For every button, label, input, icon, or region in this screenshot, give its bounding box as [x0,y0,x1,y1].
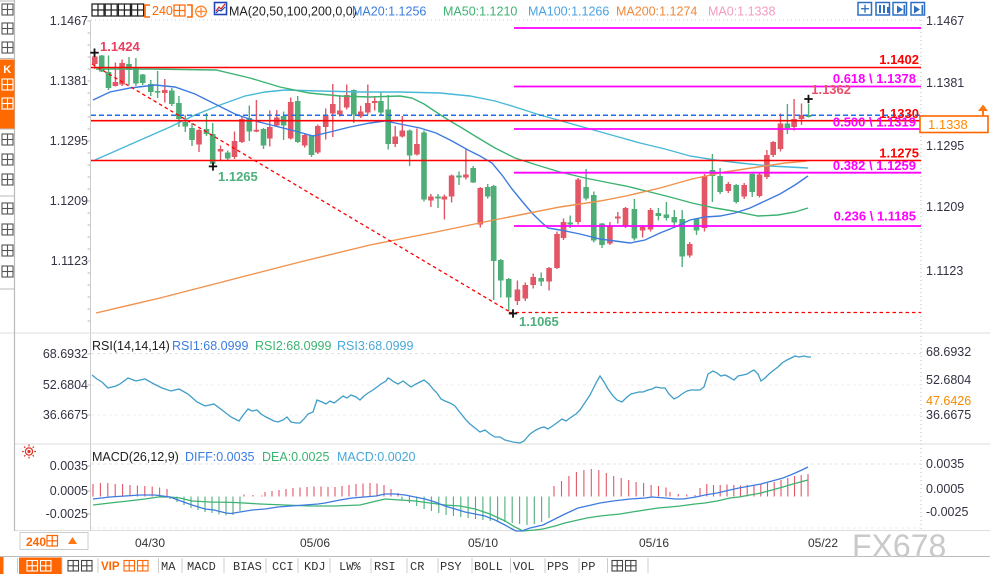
svg-text:-0.0025: -0.0025 [46,507,88,521]
svg-text:240: 240 [152,4,173,18]
svg-text:0.618 \ 1.1378: 0.618 \ 1.1378 [833,71,916,86]
svg-text:VOL: VOL [513,560,535,574]
svg-text:1.1295: 1.1295 [926,139,964,153]
svg-text:RSI1:68.0999: RSI1:68.0999 [172,339,248,353]
svg-text:LW%: LW% [339,560,361,574]
svg-text:MA100:1.1266: MA100:1.1266 [528,5,609,19]
svg-text:PP: PP [581,560,595,574]
svg-text:1.1265: 1.1265 [218,169,258,184]
svg-text:MA20:1.1256: MA20:1.1256 [352,5,426,19]
svg-text:1.1381: 1.1381 [926,76,964,90]
svg-text:DEA:0.0025: DEA:0.0025 [262,450,329,464]
svg-text:MA: MA [161,560,176,574]
svg-text:0.382 \ 1.1259: 0.382 \ 1.1259 [833,158,916,173]
svg-text:68.6932: 68.6932 [926,345,971,359]
svg-text:1.1209: 1.1209 [50,194,88,208]
svg-text:-0.0025: -0.0025 [926,505,968,519]
svg-text:1.1065: 1.1065 [519,314,559,329]
svg-text:05/22: 05/22 [808,536,838,550]
svg-text:1.1330: 1.1330 [879,106,919,121]
svg-text:RSI: RSI [374,560,396,574]
svg-text:1.1467: 1.1467 [50,14,88,28]
svg-text:KDJ: KDJ [304,560,326,574]
svg-text:1.1467: 1.1467 [926,14,964,28]
svg-text:MA0:1.1338: MA0:1.1338 [708,5,775,19]
svg-text:1.1209: 1.1209 [926,200,964,214]
svg-text:0.0005: 0.0005 [50,484,88,498]
svg-text:VIP: VIP [101,561,120,573]
svg-text:RSI(14,14,14): RSI(14,14,14) [92,339,170,353]
svg-text:RSI2:68.0999: RSI2:68.0999 [255,339,331,353]
svg-text:0.0035: 0.0035 [50,459,88,473]
svg-text:36.6675: 36.6675 [926,408,971,422]
svg-text:05/10: 05/10 [468,536,498,550]
svg-text:1.1338: 1.1338 [928,117,968,132]
svg-text:1.1295: 1.1295 [50,134,88,148]
svg-text:0.236 \ 1.1185: 0.236 \ 1.1185 [834,209,916,224]
svg-text:52.6804: 52.6804 [43,378,88,392]
svg-text:MACD:0.0020: MACD:0.0020 [337,450,416,464]
svg-text:CR: CR [410,560,424,574]
svg-text:MA50:1.1210: MA50:1.1210 [443,5,517,19]
svg-text:BOLL: BOLL [474,560,503,574]
svg-text:PSY: PSY [440,560,462,574]
svg-text:05/06: 05/06 [300,536,330,550]
svg-text:04/30: 04/30 [135,536,165,550]
svg-text:DIFF:0.0035: DIFF:0.0035 [185,450,255,464]
svg-text:CCI: CCI [272,560,294,574]
svg-text:MACD(26,12,9): MACD(26,12,9) [92,450,179,464]
svg-text:1.1381: 1.1381 [50,74,88,88]
svg-text:1.1402: 1.1402 [879,52,919,67]
svg-text:PPS: PPS [547,560,569,574]
svg-text:0.0005: 0.0005 [926,482,964,496]
svg-text:1.1275: 1.1275 [879,146,919,161]
svg-text:MACD: MACD [187,560,216,574]
svg-text:1.1123: 1.1123 [926,264,963,278]
svg-text:MA200:1.1274: MA200:1.1274 [616,5,697,19]
svg-text:47.6426: 47.6426 [926,394,971,408]
svg-text:MA(20,50,100,200,0,0): MA(20,50,100,200,0,0) [229,5,357,19]
svg-text:52.6804: 52.6804 [926,373,971,387]
svg-text:0.0035: 0.0035 [926,457,964,471]
svg-text:36.6675: 36.6675 [43,408,88,422]
svg-text:BIAS: BIAS [233,560,262,574]
svg-text:240: 240 [26,535,46,549]
svg-text:1.1362: 1.1362 [811,82,851,97]
svg-text:K: K [3,64,11,76]
svg-text:1.1424: 1.1424 [100,39,141,54]
svg-text:68.6932: 68.6932 [43,347,88,361]
svg-text:1.1123: 1.1123 [51,254,88,268]
svg-text:RSI3:68.0999: RSI3:68.0999 [337,339,413,353]
svg-text:05/16: 05/16 [639,536,669,550]
svg-text:0.500 \ 1.1319: 0.500 \ 1.1319 [833,115,916,130]
svg-text:FX678: FX678 [852,528,946,564]
